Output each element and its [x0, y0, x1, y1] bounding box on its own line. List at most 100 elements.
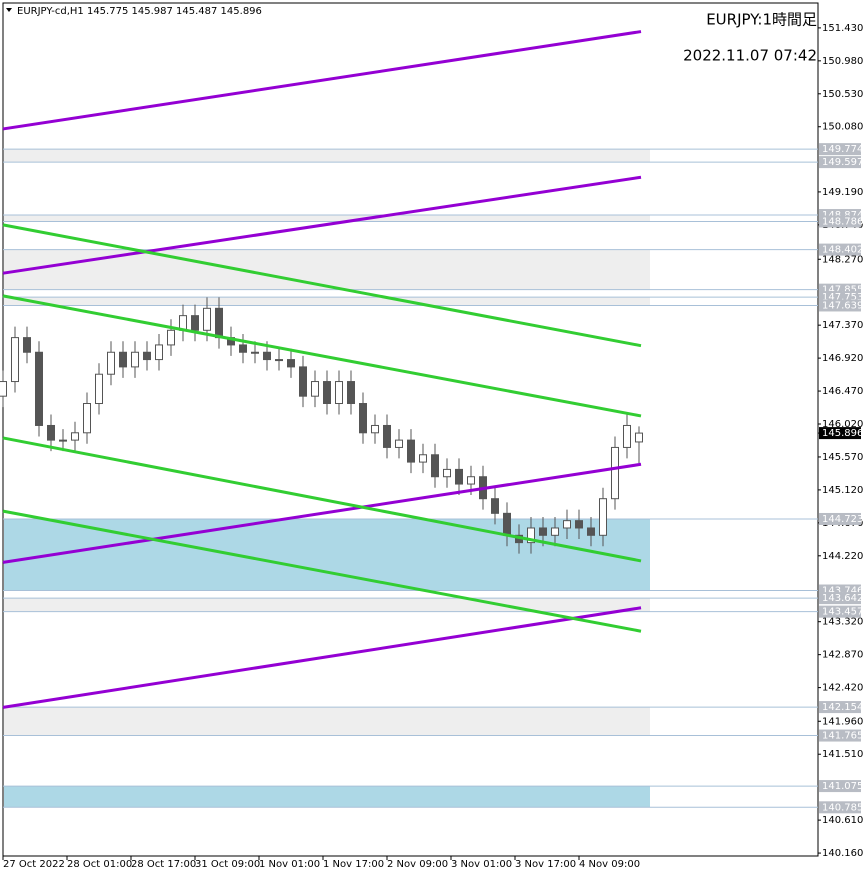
level-label-box [819, 701, 861, 714]
trendline [2, 436, 642, 563]
candle-body [503, 512, 511, 536]
candle-body [407, 439, 415, 463]
y-tick-label: 148.270 [822, 254, 863, 265]
candle-body [611, 446, 619, 500]
y-tick-label: 145.570 [822, 452, 863, 463]
y-tick-label: 141.960 [822, 716, 863, 727]
candle-body [119, 351, 127, 368]
candle-body [371, 424, 379, 434]
candle-body [527, 527, 535, 544]
zone [4, 297, 650, 306]
x-tick-label: 3 Nov 01:00 [451, 859, 512, 870]
candle-body [563, 520, 571, 529]
candle-body [323, 381, 331, 405]
axes: 151.430 150.980 150.530 150.080 149.190 148.7… [2, 23, 863, 870]
candle-body [623, 424, 631, 448]
header: EURJPY-cd,H1 145.775 145.987 145.487 145… [17, 6, 262, 17]
level-label-box [819, 512, 861, 525]
candle-body [359, 403, 367, 434]
level-label-box [819, 605, 861, 618]
zone [4, 149, 650, 163]
menu-arrow [6, 8, 12, 12]
zone [4, 215, 650, 222]
candle-body [167, 329, 175, 346]
candle-body [431, 454, 439, 478]
zone [4, 786, 650, 808]
y-tick-label: 150.980 [822, 56, 863, 67]
level-label-box [819, 592, 861, 605]
trendline [2, 294, 642, 418]
candle-body [59, 439, 67, 442]
candle-body [287, 359, 295, 368]
level-label: 143.642 [822, 593, 863, 604]
level-label-box [819, 243, 861, 256]
level-label: 148.402 [822, 245, 863, 256]
level-label-box [819, 156, 861, 169]
level-label: 141.765 [822, 731, 863, 742]
level-label-box [819, 143, 861, 156]
x-tick-label: 28 Oct 01:00 [67, 859, 132, 870]
candle-body [47, 424, 55, 441]
candle-body [539, 527, 547, 536]
y-tick-label: 144.220 [822, 551, 863, 562]
candle-body [275, 359, 283, 362]
y-tick-label: 146.470 [822, 386, 863, 397]
x-tick-label: 3 Nov 17:00 [515, 859, 576, 870]
candle-body [95, 373, 103, 405]
y-tick-label: 151.430 [822, 23, 863, 34]
candle-body [491, 498, 499, 514]
y-tick-label: 140.160 [822, 848, 863, 859]
candle-body [395, 439, 403, 448]
candle-body [71, 432, 79, 441]
level-label-box [819, 801, 861, 814]
candle-body [239, 344, 247, 353]
x-tick-label: 28 Oct 17:00 [131, 859, 196, 870]
chart-title: EURJPY:1時間足 [706, 11, 817, 29]
y-tick-label: 147.370 [822, 320, 863, 331]
price-label-box [819, 427, 861, 440]
trendline [2, 223, 642, 348]
candle-body [251, 351, 259, 354]
level-label: 142.154 [822, 702, 863, 713]
y-tick-label: 146.020 [822, 419, 863, 430]
candle-body [11, 337, 19, 383]
trendline [2, 462, 642, 564]
y-tick-label: 145.120 [822, 485, 863, 496]
candle-body [551, 527, 559, 536]
x-tick-label: 4 Nov 09:00 [579, 859, 640, 870]
trendline [2, 509, 642, 633]
candle-body [587, 527, 595, 536]
level-label: 143.457 [822, 607, 863, 618]
y-tick-label: 141.510 [822, 749, 863, 760]
candle-body [215, 307, 223, 339]
level-label: 141.075 [822, 781, 863, 792]
y-tick-label: 142.870 [822, 650, 863, 661]
candle-body [383, 424, 391, 448]
series [0, 30, 643, 709]
candle-body [35, 351, 43, 426]
level-label: 147.855 [822, 285, 863, 296]
level-label: 148.786 [822, 216, 863, 227]
candle-body [467, 476, 475, 485]
level-label-box [819, 780, 861, 793]
y-tick-label: 150.530 [822, 89, 863, 100]
candle-body [575, 520, 583, 529]
candle-body [155, 344, 163, 361]
candle-body [455, 468, 463, 485]
y-tick-label: 146.920 [822, 353, 863, 364]
y-tick-label: 142.420 [822, 683, 863, 694]
candle-body [299, 366, 307, 397]
level-label: 149.597 [822, 157, 863, 168]
level-label: 147.753 [822, 292, 863, 303]
candle-body [635, 432, 643, 443]
candle-body [599, 498, 607, 536]
candle-body [191, 315, 199, 331]
candle-body [83, 403, 91, 434]
candle-body [143, 351, 151, 361]
x-tick-label: 31 Oct 09:00 [195, 859, 260, 870]
level-label-box [819, 215, 861, 228]
candle-body [131, 351, 139, 368]
candle-body [203, 307, 211, 331]
y-tick-label: 149.190 [822, 187, 863, 198]
